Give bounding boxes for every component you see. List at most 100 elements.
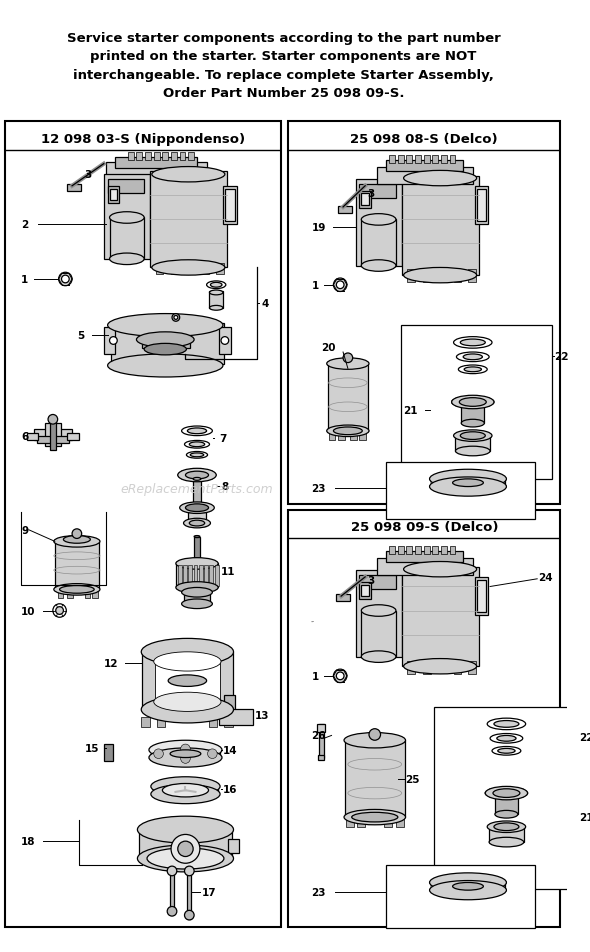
Ellipse shape <box>430 873 506 892</box>
Bar <box>104 744 113 762</box>
Bar <box>216 264 224 275</box>
Bar <box>359 191 371 208</box>
Ellipse shape <box>144 344 186 355</box>
Bar <box>450 156 455 164</box>
Text: 23: 23 <box>312 887 326 897</box>
Bar <box>104 175 150 260</box>
Ellipse shape <box>452 396 494 409</box>
Circle shape <box>333 279 347 292</box>
Circle shape <box>181 476 185 480</box>
Ellipse shape <box>185 441 209 448</box>
Ellipse shape <box>327 358 369 370</box>
Bar <box>176 564 218 587</box>
Circle shape <box>451 400 456 405</box>
Bar <box>434 707 576 889</box>
Ellipse shape <box>497 736 516 742</box>
Bar <box>319 724 324 758</box>
Ellipse shape <box>152 261 225 276</box>
Bar <box>141 718 150 727</box>
Ellipse shape <box>494 721 519 727</box>
Bar <box>495 793 518 814</box>
Text: 20: 20 <box>321 343 336 353</box>
Bar <box>5 122 281 926</box>
Ellipse shape <box>361 261 396 272</box>
Bar <box>359 433 366 441</box>
Text: 22: 22 <box>555 351 569 362</box>
Circle shape <box>58 273 72 287</box>
Bar <box>431 883 504 890</box>
Bar <box>408 662 415 674</box>
Text: Order Part Number 25 098 09-S.: Order Part Number 25 098 09-S. <box>163 87 404 100</box>
Bar <box>84 592 90 599</box>
Ellipse shape <box>404 171 477 187</box>
Text: interchangeable. To replace complete Starter Assembly,: interchangeable. To replace complete Sta… <box>73 69 494 82</box>
Ellipse shape <box>137 845 234 872</box>
Circle shape <box>486 403 491 407</box>
Circle shape <box>498 795 503 800</box>
Bar <box>37 436 69 444</box>
Bar <box>289 510 560 926</box>
Bar <box>424 156 430 164</box>
Text: 1: 1 <box>312 281 319 290</box>
Bar <box>110 324 224 365</box>
Bar <box>194 537 200 565</box>
Circle shape <box>486 398 491 403</box>
Bar <box>45 424 61 446</box>
Bar <box>398 546 404 554</box>
Ellipse shape <box>454 337 492 348</box>
Bar <box>34 429 72 441</box>
Bar <box>115 158 197 169</box>
Ellipse shape <box>344 809 405 825</box>
Bar <box>460 881 476 888</box>
Ellipse shape <box>54 536 100 547</box>
Ellipse shape <box>460 432 486 440</box>
Circle shape <box>55 607 63 615</box>
Bar <box>386 551 463 563</box>
Bar <box>104 327 115 354</box>
Bar <box>361 194 369 206</box>
Circle shape <box>510 787 514 792</box>
Ellipse shape <box>453 883 483 890</box>
Circle shape <box>212 473 216 478</box>
Circle shape <box>476 397 481 402</box>
Ellipse shape <box>151 777 220 796</box>
Bar <box>208 718 217 727</box>
Bar <box>142 652 232 710</box>
Circle shape <box>201 469 204 473</box>
Ellipse shape <box>194 536 200 538</box>
Ellipse shape <box>352 812 398 823</box>
Bar <box>415 546 421 554</box>
Ellipse shape <box>361 651 396 663</box>
Bar <box>454 662 461 674</box>
Bar <box>454 270 461 283</box>
Bar <box>150 172 227 268</box>
Ellipse shape <box>193 478 201 481</box>
Bar <box>58 592 63 599</box>
Ellipse shape <box>107 354 223 378</box>
Bar <box>128 153 133 161</box>
Bar <box>468 662 476 674</box>
Bar <box>170 871 174 914</box>
Bar <box>139 830 232 859</box>
Circle shape <box>48 415 58 425</box>
Bar <box>92 592 98 599</box>
Bar <box>188 565 192 586</box>
Ellipse shape <box>494 823 519 831</box>
Bar <box>209 565 214 586</box>
Circle shape <box>333 669 347 683</box>
Ellipse shape <box>404 562 477 577</box>
Bar <box>475 577 488 616</box>
Ellipse shape <box>182 600 212 609</box>
Circle shape <box>172 314 180 322</box>
Text: 3: 3 <box>367 189 374 199</box>
Bar <box>223 187 237 225</box>
Bar <box>180 153 185 161</box>
Text: 5: 5 <box>77 330 84 341</box>
Bar <box>55 542 99 589</box>
Circle shape <box>178 842 193 857</box>
Ellipse shape <box>498 748 515 753</box>
Circle shape <box>476 404 481 408</box>
Ellipse shape <box>493 789 520 798</box>
Text: 10: 10 <box>21 605 35 616</box>
Bar <box>50 422 55 450</box>
